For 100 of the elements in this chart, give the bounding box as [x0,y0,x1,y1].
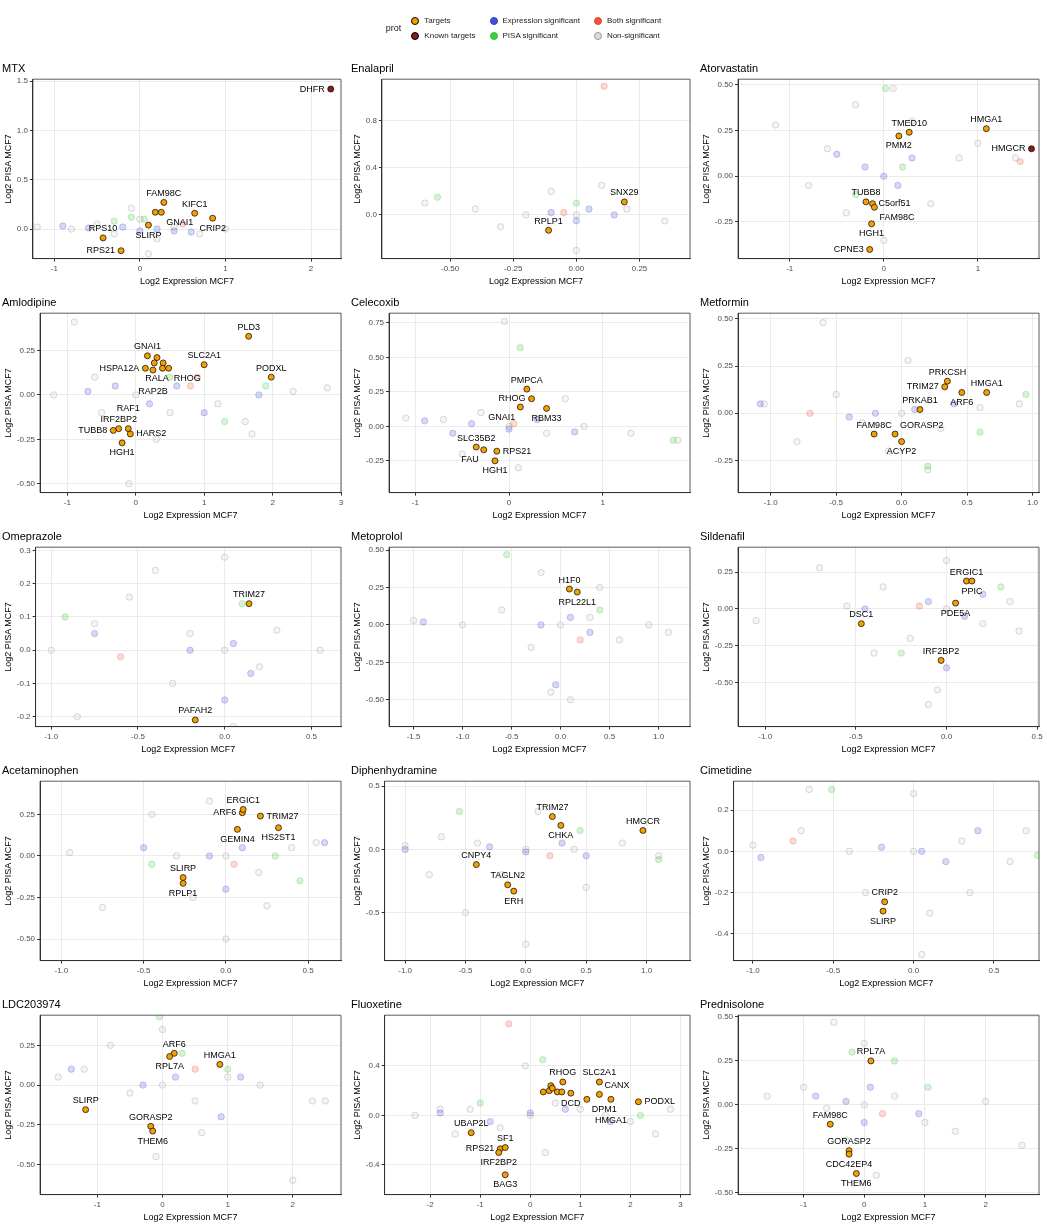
legend-label: Expression significant [502,16,580,25]
chart-title: Metoprolol [351,529,403,542]
annotation: ERGIC1 [949,566,984,577]
y-tick-label: -0.4 [365,1160,381,1170]
y-axis-title: Log2 PISA MCF7 [700,1070,711,1140]
y-axis-title: Log2 PISA MCF7 [2,1070,13,1140]
annotation: FAU [461,454,479,465]
annotation: TUBB8 [851,187,881,198]
y-tick-label: 0.25 [717,361,734,371]
annotation: SF1 [496,1133,514,1144]
annotation: KIFC1 [181,198,208,209]
annotation: RPS21 [502,445,532,456]
annotation: HARS2 [136,428,167,439]
chart-title: Celecoxib [351,295,400,308]
y-tick-label: -0.50 [16,478,36,488]
y-tick-label: -0.25 [714,640,734,650]
annotation: HGH1 [482,465,508,476]
x-tick-label: -1.0 [54,965,69,975]
x-tick-label: -1 [411,497,420,507]
annotation: ERH [504,895,524,906]
y-tick-label: 0.3 [19,545,32,555]
annotation: FAM98C [879,211,915,222]
y-tick-label: 1.0 [16,125,29,135]
y-tick-label: 0.00 [717,1100,734,1110]
chart-title: Diphenhydramine [351,763,438,776]
x-tick-label: 1.0 [1026,497,1039,507]
y-axis-title: Log2 PISA MCF7 [2,368,13,438]
chart-title: Fluoxetine [351,997,402,1010]
y-tick-label: 1.5 [16,76,29,86]
annotation: SLIRP [72,1095,99,1106]
x-tick-label: -0.5 [829,497,844,507]
annotation: IRF2BP2 [100,414,137,425]
x-tick-label: 0 [137,263,143,273]
annotation: GORASP2 [129,1111,173,1122]
x-tick-label: 0.0 [940,731,953,741]
annotation: ARF6 [162,1038,186,1049]
annotation: CRIP2 [871,887,898,898]
y-axis-title: Log2 PISA MCF7 [351,836,362,906]
x-tick-label: 0 [160,1199,166,1209]
y-axis-title: Log2 PISA MCF7 [700,134,711,204]
y-tick-label: 0.8 [365,115,378,125]
annotation: RPS21 [465,1143,495,1154]
x-tick-label: -1 [93,1199,102,1209]
annotation: RALA [145,373,169,384]
x-tick-label: 0 [133,497,139,507]
x-tick-label: -2 [426,1199,435,1209]
annotation: GORASP2 [827,1136,871,1147]
annotation: TRIM27 [266,810,299,821]
x-tick-label: -1 [50,263,59,273]
y-tick-label: -0.25 [16,892,36,902]
annotation: SNX29 [610,187,639,198]
annotation: RPS21 [86,245,116,256]
annotation: HSPA12A [99,362,140,373]
x-tick-label: 0.5 [580,965,593,975]
annotation: HMGA1 [970,114,1003,125]
annotation: RPL7A [856,1046,886,1057]
x-axis-title: Log2 Expression MCF7 [141,744,236,755]
annotation: ARF6 [213,807,237,818]
y-tick-label: 0.25 [19,809,36,819]
y-axis-title: Log2 PISA MCF7 [2,602,13,672]
annotation: CDC42EP4 [825,1158,873,1169]
x-tick-label: -1.0 [758,731,773,741]
y-axis-title: Log2 PISA MCF7 [351,134,362,204]
y-tick-label: 0.0 [19,645,32,655]
annotation: RPLP1 [534,215,563,226]
annotation: CRIP2 [199,222,226,233]
y-tick-label: 0.50 [368,545,385,555]
x-tick-label: 2 [628,1199,634,1209]
annotation: IRF2BP2 [480,1157,517,1168]
legend-title: prot [385,23,402,33]
x-tick-label: 1 [975,263,981,273]
x-tick-label: -0.5 [136,965,152,975]
annotation: HS2ST1 [261,832,296,843]
x-tick-label: 1 [201,497,207,507]
annotation: RAF1 [116,403,140,414]
legend-label: PISA significant [502,31,559,40]
y-tick-label: 0.50 [717,314,734,324]
annotation: PRKAB1 [902,394,938,405]
annotation: SLC35B2 [456,432,496,443]
annotation: GNAI1 [133,341,161,352]
x-tick-label: -0.5 [131,731,146,741]
y-tick-label: 0.1 [19,612,32,622]
annotation: CNPY4 [461,850,492,861]
annotation: CANX [604,1079,630,1090]
annotation: RPL7A [155,1060,184,1071]
y-axis-title: Log2 PISA MCF7 [2,836,13,906]
annotation: HGH1 [109,447,135,458]
chart-title: Prednisolone [700,997,765,1010]
x-axis-title: Log2 Expression MCF7 [139,276,234,287]
x-axis-title: Log2 Expression MCF7 [841,510,936,521]
annotation: C5orf51 [878,198,911,209]
annotation: ARF6 [950,397,974,407]
y-axis-title: Log2 PISA MCF7 [700,602,711,672]
annotation: TRIM27 [536,802,569,813]
annotation: GNAI1 [488,411,516,422]
y-tick-label: 0.0 [365,210,378,220]
x-tick-label: -1.0 [455,731,470,741]
annotation: SLC2A1 [187,350,221,361]
annotation: RPS10 [88,223,118,234]
legend-label: Targets [424,16,451,25]
